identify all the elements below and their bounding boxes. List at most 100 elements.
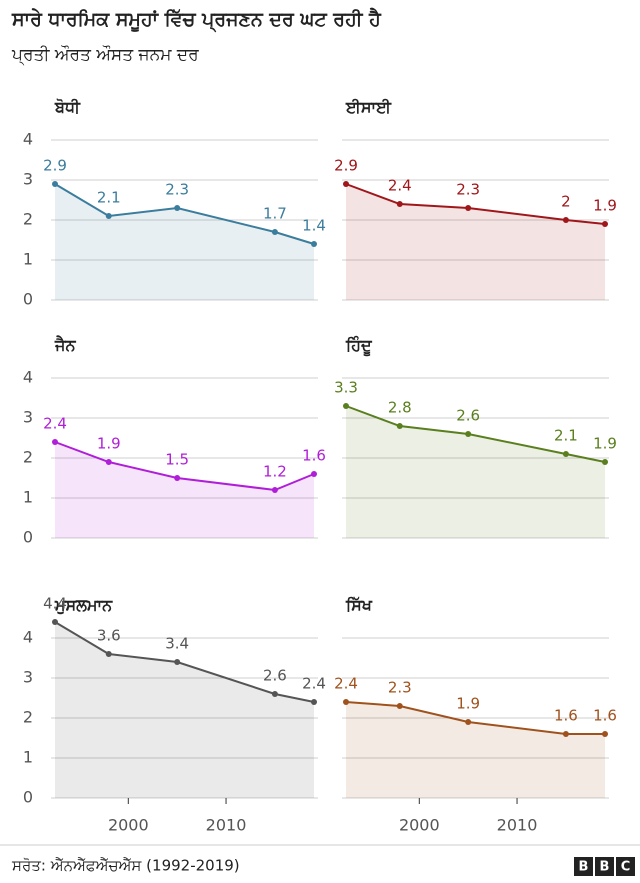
y-tick-label: 2	[23, 708, 33, 727]
point	[105, 651, 112, 657]
point	[311, 699, 317, 705]
data-label: 1.9	[97, 435, 121, 453]
point	[271, 691, 278, 697]
data-label: 2.3	[165, 181, 189, 199]
point	[52, 439, 58, 445]
area	[55, 184, 314, 300]
point	[311, 241, 317, 247]
data-label: 2.4	[388, 177, 412, 195]
area	[346, 702, 605, 798]
data-label: 3.4	[165, 635, 189, 653]
point	[465, 205, 472, 211]
panel-title: ਮੁਸਲਮਾਨ	[54, 596, 113, 615]
data-label: 1.6	[593, 707, 617, 725]
y-tick-label: 0	[23, 290, 33, 309]
y-tick-label: 4	[23, 628, 33, 647]
y-tick-label: 0	[23, 528, 33, 547]
y-tick-label: 0	[23, 788, 33, 807]
point	[311, 471, 317, 477]
point	[343, 403, 349, 409]
data-label: 2	[561, 193, 571, 211]
data-label: 2.4	[334, 675, 358, 693]
panel-title: ਜੈਨ	[54, 336, 76, 355]
point	[174, 205, 181, 211]
panel-title: ਹਿੰਦੂ	[345, 336, 373, 357]
point	[174, 475, 181, 481]
data-label: 3.3	[334, 379, 358, 397]
point	[271, 229, 278, 235]
area	[346, 406, 605, 538]
logo-letter: C	[621, 860, 631, 875]
x-tick-label: 2010	[206, 816, 247, 835]
point	[602, 731, 608, 737]
area	[55, 622, 314, 798]
y-tick-label: 2	[23, 210, 33, 229]
y-tick-label: 1	[23, 488, 33, 507]
y-tick-label: 4	[23, 130, 33, 149]
point	[174, 659, 181, 665]
data-label: 1.7	[263, 205, 287, 223]
y-tick-label: 2	[23, 448, 33, 467]
logo-letter: B	[600, 860, 610, 875]
logo-letter: B	[579, 860, 589, 875]
panel-title: ਈਸਾਈ	[345, 98, 392, 117]
logo-box	[616, 857, 635, 876]
data-label: 4.4	[43, 595, 67, 613]
point	[465, 431, 472, 437]
point	[562, 731, 569, 737]
data-label: 1.6	[554, 707, 578, 725]
y-tick-label: 1	[23, 748, 33, 767]
x-tick-label: 2010	[497, 816, 538, 835]
data-label: 2.3	[388, 679, 412, 697]
data-label: 2.1	[554, 427, 578, 445]
data-label: 2.4	[302, 675, 326, 693]
point	[602, 221, 608, 227]
y-tick-label: 3	[23, 668, 33, 687]
point	[396, 423, 403, 429]
data-label: 1.9	[456, 695, 480, 713]
point	[465, 719, 472, 725]
point	[343, 699, 349, 705]
data-label: 1.2	[263, 463, 287, 481]
y-tick-label: 1	[23, 250, 33, 269]
chart-title: ਸਾਰੇ ਧਾਰਮਿਕ ਸਮੂਹਾਂ ਵਿੱਚ ਪ੍ਰਜਣਨ ਦਰ ਘਟ ਰਹੀ…	[11, 7, 382, 34]
point	[52, 181, 58, 187]
y-tick-label: 4	[23, 368, 33, 387]
point	[105, 213, 112, 219]
point	[52, 619, 58, 625]
y-tick-label: 3	[23, 170, 33, 189]
point	[396, 703, 403, 709]
data-label: 2.6	[263, 667, 287, 685]
data-label: 2.4	[43, 415, 67, 433]
data-label: 1.9	[593, 197, 617, 215]
logo-box	[574, 857, 593, 876]
data-label: 1.6	[302, 447, 326, 465]
panel-title: ਬੋਧੀ	[54, 98, 81, 117]
data-label: 1.5	[165, 451, 189, 469]
area	[346, 184, 605, 300]
area	[55, 442, 314, 538]
data-label: 2.9	[43, 157, 67, 175]
data-label: 3.6	[97, 627, 121, 645]
panel-title: ਸਿੱਖ	[345, 596, 373, 615]
point	[562, 451, 569, 457]
data-label: 2.6	[456, 407, 480, 425]
data-label: 1.9	[593, 435, 617, 453]
x-tick-label: 2000	[108, 816, 149, 835]
source: ਸਰੋਤ: ਐੱਨਐੱਫਐੱਚਐੱਸ (1992-2019)	[11, 857, 240, 875]
point	[105, 459, 112, 465]
data-label: 2.3	[456, 181, 480, 199]
point	[271, 487, 278, 493]
data-label: 2.1	[97, 189, 121, 207]
logo-box	[595, 857, 614, 876]
point	[562, 217, 569, 223]
data-label: 2.8	[388, 399, 412, 417]
point	[396, 201, 403, 207]
point	[343, 181, 349, 187]
point	[602, 459, 608, 465]
x-tick-label: 2000	[399, 816, 440, 835]
y-tick-label: 3	[23, 408, 33, 427]
chart-subtitle: ਪ੍ਰਤੀ ਔਰਤ ਔਸਤ ਜਨਮ ਦਰ	[11, 45, 199, 66]
data-label: 1.4	[302, 217, 326, 235]
